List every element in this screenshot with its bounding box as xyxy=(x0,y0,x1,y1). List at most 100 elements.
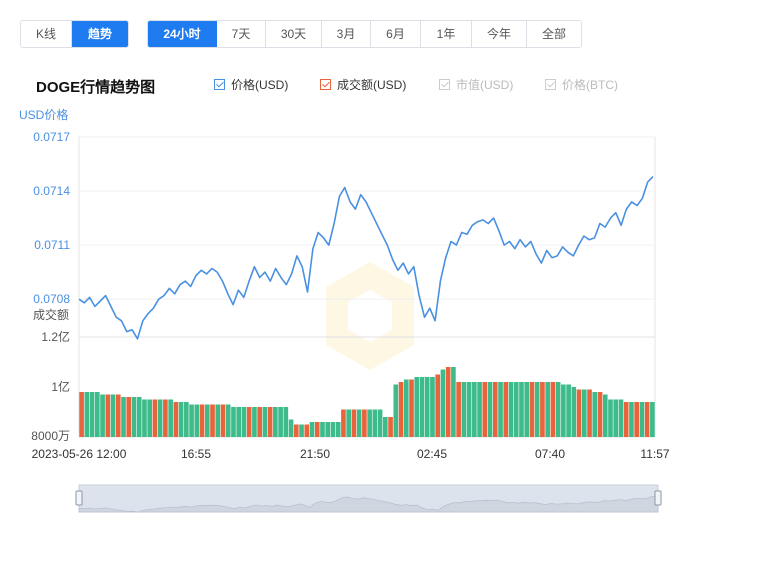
volume-bar xyxy=(608,399,613,437)
volume-bar xyxy=(498,382,503,437)
volume-bar xyxy=(587,389,592,437)
navigator-handle[interactable] xyxy=(75,490,83,506)
volume-bar xyxy=(623,402,629,437)
volume-bar xyxy=(472,382,477,437)
volume-bar xyxy=(157,399,163,437)
volume-bar xyxy=(409,379,414,437)
volume-bar xyxy=(110,394,116,437)
volume-bar xyxy=(508,382,514,437)
x-tick-label: 11:57 xyxy=(640,447,669,461)
volume-bar xyxy=(650,402,655,437)
price-tick-label: 0.0717 xyxy=(33,130,70,144)
tab-range-3m[interactable]: 3月 xyxy=(322,21,371,47)
volume-bar xyxy=(252,407,257,437)
tab-kline[interactable]: K线 xyxy=(21,21,72,47)
legend-marketcap-usd[interactable]: 市值(USD) xyxy=(439,76,513,93)
price-axis-label: USD价格 xyxy=(19,107,68,122)
legend-price-usd[interactable]: 价格(USD) xyxy=(214,76,288,93)
legend-volume-usd[interactable]: 成交额(USD) xyxy=(320,76,406,93)
volume-bar xyxy=(545,382,550,437)
volume-bar xyxy=(519,382,524,437)
volume-axis-label: 成交额 xyxy=(33,307,69,322)
volume-bar xyxy=(273,407,278,437)
volume-bar xyxy=(424,377,430,437)
volume-bar xyxy=(293,424,299,437)
checkbox-checked-icon[interactable] xyxy=(320,79,331,90)
volume-bar xyxy=(215,404,221,437)
volume-bar xyxy=(131,397,137,437)
volume-bar xyxy=(513,382,519,437)
volume-bar xyxy=(534,382,540,437)
volume-bar xyxy=(383,417,388,437)
volume-bar xyxy=(262,407,268,437)
volume-bar xyxy=(393,384,399,437)
volume-bar xyxy=(639,402,645,437)
volume-bar xyxy=(89,392,95,437)
navigator-handle[interactable] xyxy=(654,490,662,506)
chart-title: DOGE行情趋势图 xyxy=(36,79,156,96)
x-tick-label: 16:55 xyxy=(181,447,211,461)
volume-bar xyxy=(304,424,310,437)
volume-bar xyxy=(435,374,441,437)
volume-bar xyxy=(440,369,446,437)
volume-bar xyxy=(204,404,210,437)
checkbox-checked-icon[interactable] xyxy=(214,79,225,90)
volume-bar xyxy=(95,392,100,437)
volume-bar xyxy=(571,387,577,437)
legend-label: 价格(BTC) xyxy=(562,78,618,92)
tab-range-24h[interactable]: 24小时 xyxy=(148,21,217,47)
volume-bar xyxy=(581,389,587,437)
volume-bar xyxy=(503,382,509,437)
volume-bar xyxy=(529,382,535,437)
x-tick-label: 02:45 xyxy=(417,447,447,461)
volume-bar xyxy=(199,404,205,437)
volume-bar xyxy=(236,407,242,437)
checkbox-icon[interactable] xyxy=(439,79,450,90)
volume-bar xyxy=(136,397,142,437)
x-tick-label: 21:50 xyxy=(300,447,330,461)
volume-bar xyxy=(351,409,357,437)
volume-bar xyxy=(168,399,173,437)
volume-bar xyxy=(362,409,367,437)
volume-bar xyxy=(414,377,420,437)
volume-tick-label: 8000万 xyxy=(31,429,70,443)
volume-bar xyxy=(184,402,189,437)
chart-mode-switch: K线 趋势 xyxy=(20,20,129,48)
volume-bar xyxy=(482,382,488,437)
volume-bar xyxy=(367,409,372,437)
volume-bar xyxy=(84,392,90,437)
volume-bar xyxy=(341,409,346,437)
volume-bar xyxy=(115,394,121,437)
volume-bar xyxy=(466,382,472,437)
volume-bar xyxy=(210,404,215,437)
volume-bar xyxy=(487,382,493,437)
checkbox-icon[interactable] xyxy=(545,79,556,90)
legend-price-btc[interactable]: 价格(BTC) xyxy=(545,76,618,93)
volume-bar xyxy=(597,392,603,437)
volume-bar xyxy=(320,422,325,437)
navigator-series xyxy=(78,495,659,513)
tab-range-all[interactable]: 全部 xyxy=(527,21,581,47)
tab-range-7d[interactable]: 7天 xyxy=(217,21,266,47)
volume-bar xyxy=(561,384,566,437)
volume-tick-label: 1.2亿 xyxy=(41,329,70,344)
volume-bars xyxy=(79,367,655,437)
tab-range-1y[interactable]: 1年 xyxy=(421,21,472,47)
volume-bar xyxy=(618,399,624,437)
volume-bar xyxy=(163,399,168,437)
volume-bar xyxy=(451,367,456,437)
tab-trend[interactable]: 趋势 xyxy=(72,21,128,47)
volume-bar xyxy=(325,422,331,437)
tab-range-6m[interactable]: 6月 xyxy=(371,21,421,47)
volume-bar xyxy=(189,404,194,437)
volume-bar xyxy=(173,402,179,437)
x-tick-label: 2023-05-26 12:00 xyxy=(32,447,127,461)
volume-bar xyxy=(288,419,294,437)
volume-bar xyxy=(314,422,320,437)
volume-bar xyxy=(629,402,634,437)
tab-range-30d[interactable]: 30天 xyxy=(266,21,322,47)
volume-bar xyxy=(540,382,545,437)
volume-bar xyxy=(372,409,378,437)
tab-range-ytd[interactable]: 今年 xyxy=(472,21,527,47)
